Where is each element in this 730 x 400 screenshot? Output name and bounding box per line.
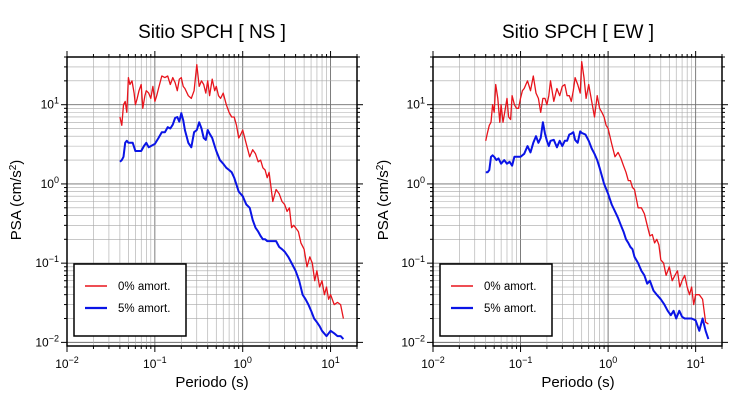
x-tick-label: 101 xyxy=(321,355,339,371)
legend: 0% amort. 5% amort. xyxy=(439,263,553,337)
y-axis-label-main: PSA (cm/s xyxy=(8,170,25,240)
legend-entry: 5% amort. xyxy=(118,303,170,315)
y-tick-label: 101 xyxy=(407,96,425,112)
y-tick-label: 10−1 xyxy=(35,254,59,270)
y-tick-label: 10−2 xyxy=(401,333,425,349)
x-tick-label: 10−2 xyxy=(421,355,445,371)
chart-title: Sitio SPCH [ NS ] xyxy=(138,22,286,43)
y-tick-label: 100 xyxy=(407,175,425,191)
legend-box xyxy=(73,263,187,337)
legend-entry: 5% amort. xyxy=(484,303,536,315)
y-axis-label: PSA (cm/s2) xyxy=(8,160,26,241)
y-axis-label-close: ) xyxy=(8,160,25,165)
series-line-damped xyxy=(485,121,710,340)
y-axis-label-sup: 2 xyxy=(8,164,19,170)
x-tick-label: 10−2 xyxy=(55,355,79,371)
x-tick-label: 101 xyxy=(686,355,704,371)
legend: 0% amort. 5% amort. xyxy=(73,263,187,337)
y-axis-label-close: ) xyxy=(375,160,392,165)
x-tick-label: 100 xyxy=(234,355,252,371)
y-tick-label: 10−2 xyxy=(35,333,59,349)
panel-ns: Sitio SPCH [ NS ] 10−2 10−1 100 101 10−2 10−1… xyxy=(8,22,363,391)
y-tick-label: 10−1 xyxy=(401,254,425,270)
x-tick-label: 10−1 xyxy=(143,355,167,371)
y-axis-label-main: PSA (cm/s xyxy=(375,170,392,240)
panel-ew: Sitio SPCH [ EW ] 10−2 10−1 100 101 10−2 10−1… xyxy=(375,22,728,391)
x-axis-label: Periodo (s) xyxy=(541,374,614,391)
chart-title: Sitio SPCH [ EW ] xyxy=(502,22,654,43)
x-axis-label: Periodo (s) xyxy=(175,374,248,391)
y-tick-label: 101 xyxy=(41,96,59,112)
legend-box xyxy=(439,263,553,337)
y-axis-label-sup: 2 xyxy=(375,164,386,170)
legend-entry: 0% amort. xyxy=(118,281,170,293)
y-axis-label: PSA (cm/s2) xyxy=(375,160,393,241)
y-tick-label: 100 xyxy=(41,175,59,191)
legend-entry: 0% amort. xyxy=(484,281,536,293)
series-line-undamped xyxy=(485,60,709,325)
series-line-undamped xyxy=(119,64,345,319)
x-tick-label: 10−1 xyxy=(509,355,533,371)
x-tick-label: 100 xyxy=(599,355,617,371)
series-line-damped xyxy=(119,112,345,340)
